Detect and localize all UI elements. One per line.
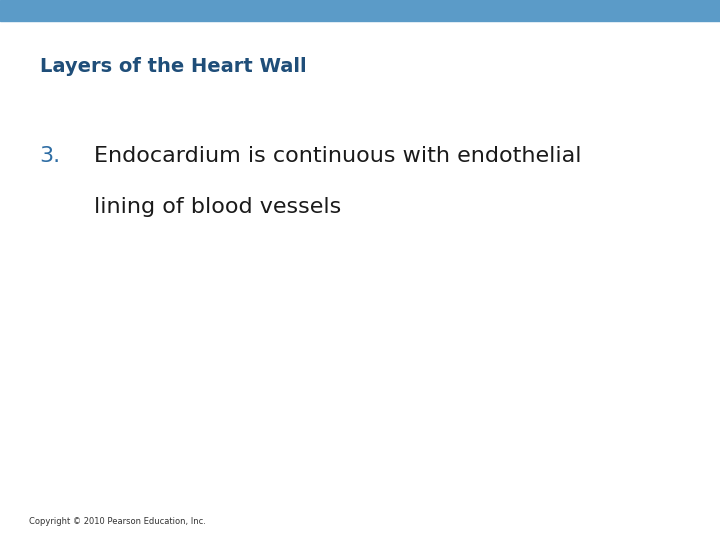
Text: lining of blood vessels: lining of blood vessels	[94, 197, 341, 217]
Bar	[0, 0, 720, 21]
Text: Endocardium is continuous with endothelial: Endocardium is continuous with endotheli…	[94, 146, 581, 166]
Text: Layers of the Heart Wall: Layers of the Heart Wall	[40, 57, 306, 76]
Text: Copyright © 2010 Pearson Education, Inc.: Copyright © 2010 Pearson Education, Inc.	[29, 517, 206, 526]
Text: 3.: 3.	[40, 146, 60, 166]
